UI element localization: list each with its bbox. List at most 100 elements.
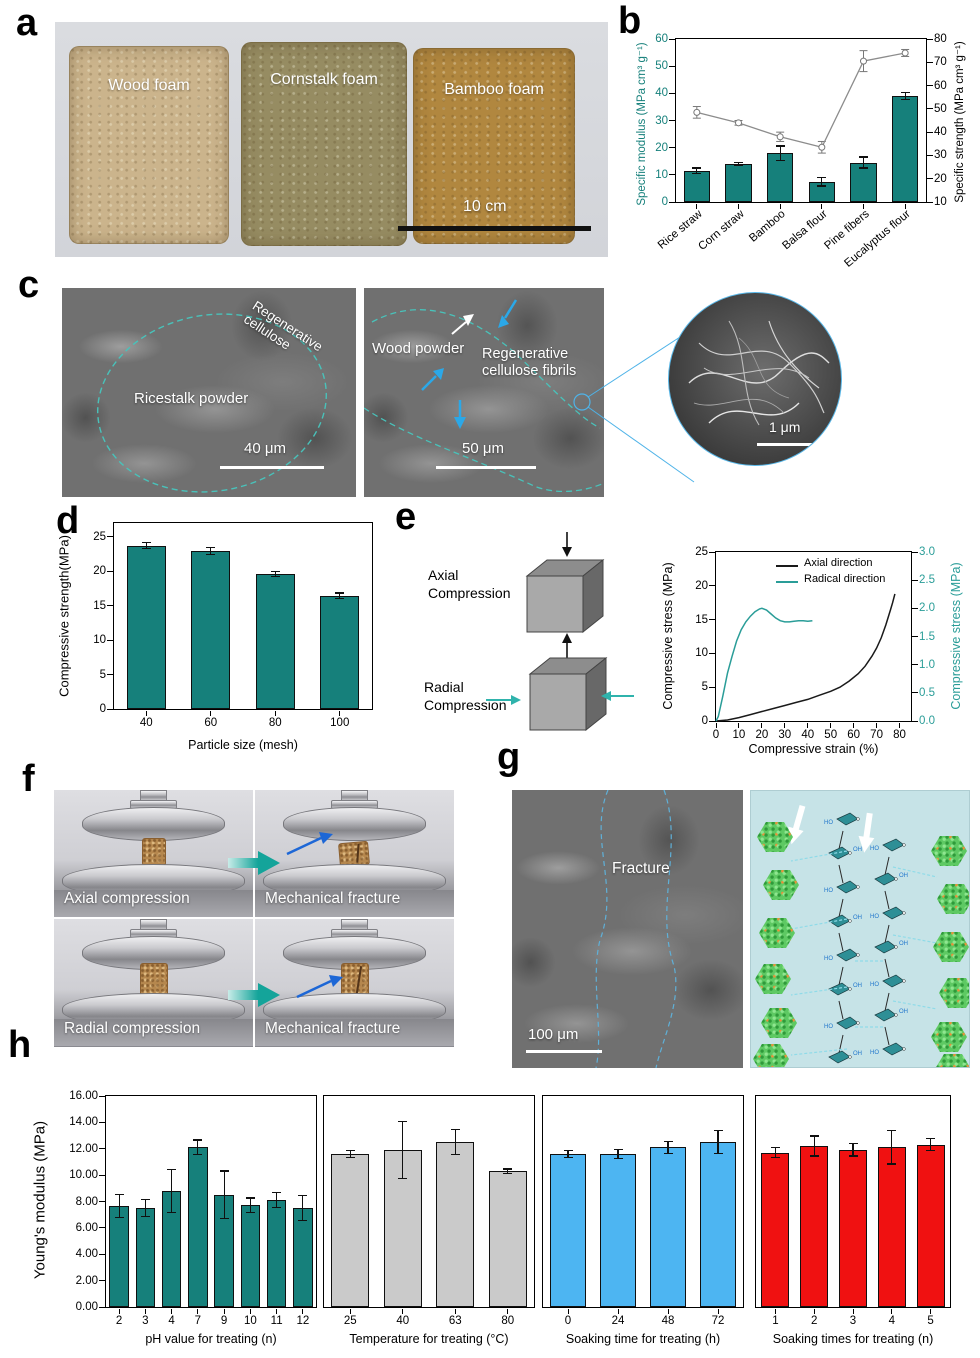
cellulose-nanocrystal-icon — [935, 1053, 969, 1067]
scale-bar — [436, 466, 536, 469]
teal-arrow-icon — [228, 851, 280, 875]
h-y-axis-title: Young's modulus (MPa) — [31, 1120, 49, 1280]
chart-youngs-modulus-temperature: 25 40 63 80 — [323, 1095, 535, 1327]
scale-bar-label: 100 μm — [528, 1026, 579, 1043]
scale-bar-label: 10 cm — [463, 198, 507, 215]
bar-24 — [600, 1154, 636, 1307]
bar-80 — [255, 573, 295, 709]
photo-label: Mechanical fracture — [265, 1020, 401, 1037]
annotation-cellulose-fibrils: Regenerative cellulose fibrils — [482, 346, 577, 380]
blue-arrow-icon — [503, 299, 518, 319]
panel-a-photo: Wood foam Cornstalk foam Bamboo foam 10 … — [55, 22, 608, 257]
e-y-axis-left-title: Compressive stress (MPa) — [661, 562, 675, 710]
bar-Bamboo — [766, 153, 794, 202]
svg-text:HO: HO — [824, 888, 833, 894]
bar-7 — [188, 1147, 208, 1307]
bar-2 — [109, 1206, 129, 1307]
e-y-axis-right-title: Compressive stress (MPa) — [949, 562, 963, 710]
fibril-network-icon — [688, 320, 830, 426]
svg-text:OH: OH — [853, 983, 862, 989]
cellulose-nanocrystal-icon — [931, 1021, 967, 1053]
photo-mechanical-fracture-radial: Mechanical fracture — [255, 919, 454, 1047]
b-y-axis-left-title: Specific modulus (MPa cm³ g⁻¹) — [636, 42, 648, 206]
chart-youngs-modulus-ph: 0.00 2.00 4.00 6.00 8.00 10.00 12.00 14.00 16.00… — [69, 1090, 317, 1327]
svg-text:HO: HO — [824, 1024, 833, 1030]
scale-bar — [526, 1050, 602, 1053]
foam-test-sample — [140, 963, 168, 997]
axial-compression-cube-icon — [525, 532, 605, 658]
bar-72 — [700, 1142, 736, 1307]
scale-bar — [398, 226, 591, 231]
svg-text:OH: OH — [899, 941, 908, 947]
bar-100 — [320, 596, 360, 709]
svg-text:OH: OH — [899, 1009, 908, 1015]
bar-11 — [266, 1200, 287, 1307]
panel-d-label: d — [56, 500, 80, 542]
h3-x-axis-title: Soaking time for treating (h) — [565, 1332, 721, 1346]
white-arrow-icon — [451, 321, 467, 335]
bar-60 — [191, 551, 231, 709]
h2-x-axis-title: Temperature for treating (°C) — [349, 1332, 509, 1346]
blue-arrow-icon — [421, 375, 437, 391]
d-y-axis-title: Compressive strength(MPa) — [56, 535, 72, 697]
bar-10 — [240, 1205, 261, 1307]
chart-stress-strain: 0 5 10 15 20 25 0.0 0.5 1.0 1.5 2.0 2.5 3.0 0 10 20 30 40… — [695, 546, 935, 741]
scale-bar-label: 1 μm — [769, 419, 801, 435]
svg-text:OH: OH — [853, 915, 862, 921]
chart-specific-modulus-strength: 0 10 20 30 40 50 60 10 20 30 40 50 60 70 80 Rice straw C… — [655, 33, 947, 270]
b-y-axis-right-title: Specific strength (MPa cm³ g⁻¹) — [954, 41, 966, 203]
foam-test-sample — [341, 963, 369, 997]
axial-compression-label: Axial Compression — [428, 567, 511, 602]
bar-Pine fibers — [850, 162, 877, 202]
svg-text:OH: OH — [853, 847, 862, 853]
bar-Eucalyptus flour — [891, 96, 919, 202]
photo-mechanical-fracture-axial: Mechanical fracture — [255, 790, 454, 917]
photo-label: Radial compression — [64, 1020, 201, 1037]
bar-3 — [135, 1208, 156, 1307]
bar-3 — [839, 1150, 867, 1307]
bamboo-foam-sample: Bamboo foam — [413, 48, 575, 244]
bar-40 — [126, 545, 166, 709]
sem-wood-powder: Wood powder Regenerative cellulose fibri… — [364, 288, 604, 497]
radial-compression-label: Radial Compression — [424, 679, 507, 714]
h4-x-axis-title: Soaking times for treating (n) — [772, 1332, 934, 1346]
legend: Axial direction Radical direction — [776, 557, 908, 593]
scale-bar — [757, 443, 815, 446]
sem-ricestalk: Regenerative cellulose Ricestalk powder … — [62, 288, 356, 497]
bar-5 — [916, 1144, 945, 1307]
stress-strain-curves — [715, 593, 896, 722]
sem-fibril-inset: 1 μm — [668, 292, 842, 466]
svg-text:OH: OH — [853, 1051, 862, 1057]
svg-text:HO: HO — [870, 914, 879, 920]
dashed-outline-icon — [364, 299, 603, 493]
svg-text:HO: HO — [870, 982, 879, 988]
bar-12 — [293, 1208, 313, 1307]
svg-text:HO: HO — [824, 820, 833, 826]
svg-text:HO: HO — [870, 846, 879, 852]
panel-f-label: f — [22, 758, 35, 800]
fracture-outline-icon — [595, 790, 677, 1068]
svg-text:HO: HO — [824, 956, 833, 962]
panel-a-label: a — [16, 2, 38, 44]
bar-4 — [877, 1147, 906, 1307]
panel-b-label: b — [618, 0, 642, 42]
photo-label: Mechanical fracture — [265, 890, 401, 907]
chart-youngs-modulus-soaking-time: 0 24 48 72 — [542, 1095, 744, 1327]
bar-Rice straw — [683, 170, 711, 202]
sem-fracture: Fracture 100 μm — [512, 790, 743, 1068]
foam-name: Bamboo foam — [444, 81, 544, 98]
legend-entry: Radical direction — [804, 573, 886, 585]
photo-label: Axial compression — [64, 890, 190, 907]
foam-test-sample — [142, 838, 166, 866]
panel-g-label: g — [497, 736, 521, 778]
strength-line-overlay — [692, 48, 910, 154]
foam-name: Cornstalk foam — [270, 71, 378, 88]
cellulose-chain-diagram: HO OH HO OH HO OH HO OH HO OH HO OH HO OH HO — [788, 804, 938, 1064]
photo-radial-compression: Radial compression — [54, 919, 253, 1047]
legend-entry: Axial direction — [804, 557, 873, 569]
cornstalk-foam-sample: Cornstalk foam — [241, 42, 407, 246]
h1-x-axis-title: pH value for treating (n) — [145, 1332, 277, 1346]
bar-25 — [331, 1154, 370, 1307]
